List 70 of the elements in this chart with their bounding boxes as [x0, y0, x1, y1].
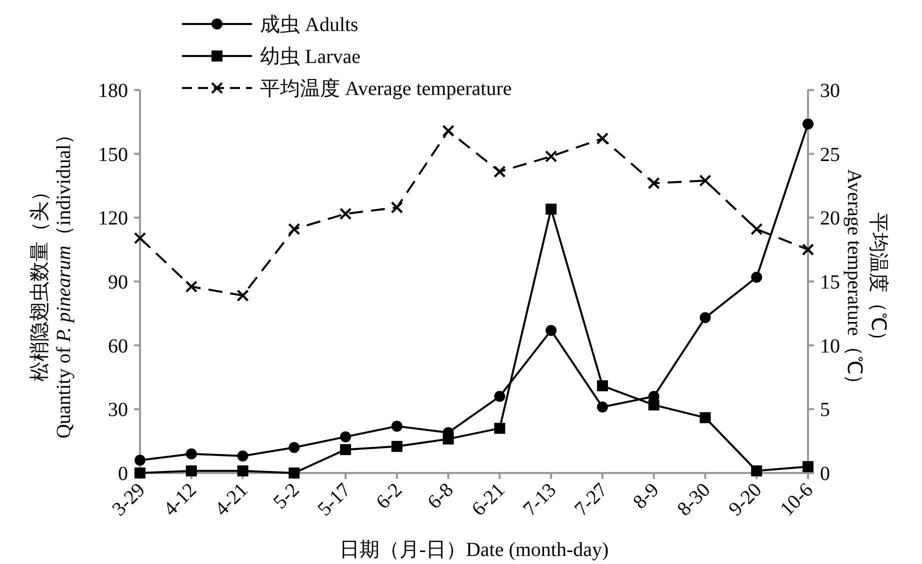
point — [288, 468, 300, 478]
y2-tick-label: 25 — [820, 144, 840, 166]
x-tick-label: 6-2 — [372, 478, 406, 514]
point — [494, 166, 506, 178]
point — [699, 174, 712, 187]
point — [546, 204, 557, 215]
point — [340, 444, 352, 456]
x-tick-label: 7-13 — [519, 478, 561, 520]
point — [186, 465, 197, 476]
y-tick-label: 0 — [118, 463, 128, 485]
point — [339, 208, 352, 220]
y-tick-label: 90 — [108, 272, 128, 294]
x-tick-label: 6-21 — [468, 478, 510, 520]
point — [186, 448, 197, 460]
y2-tick-label: 5 — [820, 399, 830, 422]
point — [494, 422, 506, 434]
point — [700, 412, 711, 424]
point — [340, 431, 352, 442]
y-tick-label: 150 — [98, 144, 128, 166]
point — [544, 150, 558, 162]
x-tick-label: 10-6 — [776, 478, 818, 520]
x-tick-label: 8-9 — [628, 478, 664, 514]
x-tick-label: 9-20 — [724, 478, 766, 520]
x-tick-label: 4-12 — [159, 478, 201, 520]
y2-tick-label: 15 — [820, 272, 840, 294]
x-tick-label: 7-27 — [570, 478, 612, 520]
point — [390, 201, 404, 214]
point — [751, 465, 762, 476]
legend-label: 幼虫 Larvae — [260, 46, 361, 68]
point — [648, 399, 660, 410]
y-tick-label: 180 — [98, 80, 128, 102]
point — [185, 280, 198, 293]
point — [494, 390, 506, 402]
point — [442, 124, 454, 137]
y2-tick-label: 30 — [820, 80, 840, 102]
point — [391, 420, 402, 432]
point — [288, 223, 300, 236]
point — [802, 118, 814, 130]
point — [236, 289, 249, 302]
point — [596, 402, 608, 413]
x-axis-title: 日期（月-日）Date (month-day) — [339, 539, 609, 561]
x-tick-label: 5-2 — [269, 478, 304, 514]
point — [751, 272, 762, 283]
legend-label: 平均温度 Average temperature — [260, 78, 512, 100]
point — [391, 440, 402, 452]
point — [596, 380, 608, 392]
point — [802, 243, 814, 256]
point — [750, 223, 763, 236]
point — [288, 442, 300, 453]
point — [596, 132, 609, 145]
y-tick-label: 30 — [108, 399, 128, 422]
y2-axis-title: 平均温度（℃） Average temperature（℃） — [843, 169, 889, 394]
point — [700, 312, 711, 324]
point — [546, 324, 557, 336]
point — [134, 454, 146, 466]
x-tick-label: 6-8 — [423, 478, 458, 514]
x-tick-label: 5-17 — [314, 478, 356, 520]
point — [134, 232, 146, 244]
x-tick-label: 4-21 — [210, 478, 252, 520]
y-tick-label: 60 — [108, 335, 128, 358]
point — [648, 177, 660, 190]
legend-label: 成虫 Adults — [260, 14, 359, 36]
y2-tick-label: 0 — [820, 463, 830, 485]
point — [442, 433, 454, 444]
x-tick-label: 8-30 — [673, 478, 715, 520]
y2-tick-label: 10 — [820, 335, 840, 358]
y-tick-label: 120 — [98, 208, 128, 230]
point — [237, 450, 248, 462]
y2-tick-label: 20 — [820, 208, 840, 230]
point — [237, 465, 248, 476]
